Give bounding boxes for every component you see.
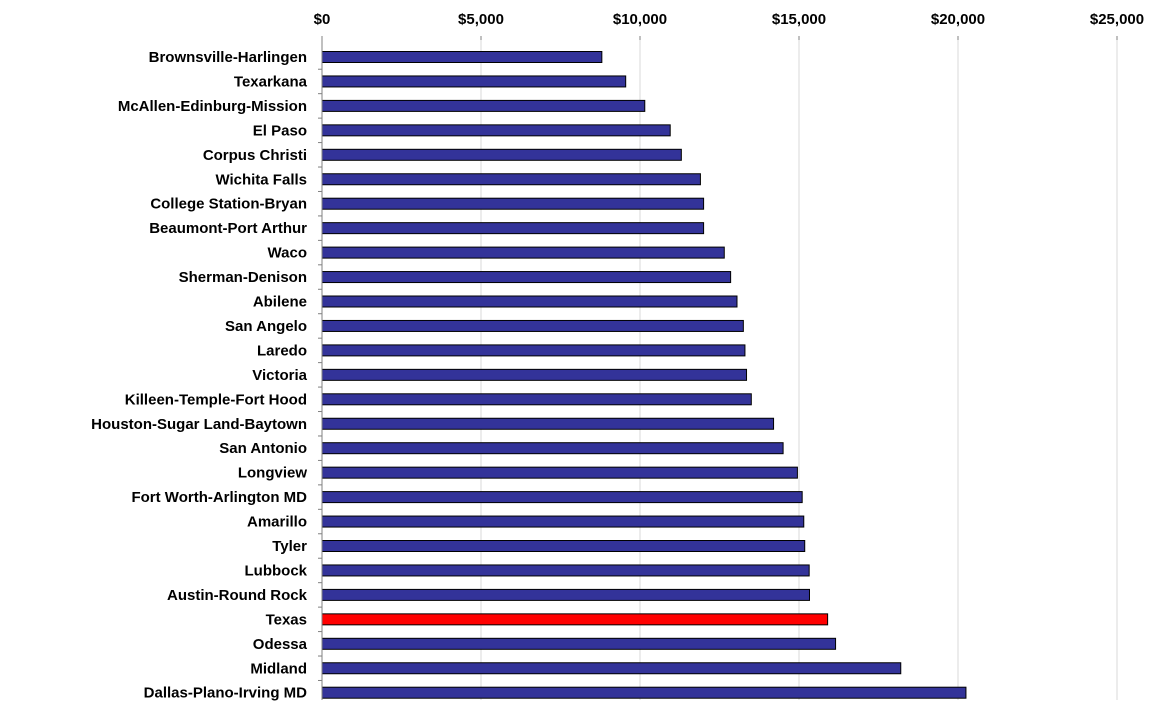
bar: [321, 686, 967, 699]
bar: [321, 222, 705, 235]
bar: [321, 417, 775, 430]
bar: [321, 466, 798, 479]
bar: [321, 393, 752, 406]
category-label: Waco: [268, 245, 307, 262]
category-label: El Paso: [253, 122, 307, 139]
bar: [321, 197, 705, 210]
category-label: Longview: [238, 465, 308, 482]
x-tick-label: $5,000: [458, 11, 504, 28]
bar: [321, 295, 738, 308]
x-tick-label: $25,000: [1090, 11, 1144, 28]
category-label: Fort Worth-Arlington MD: [131, 489, 307, 506]
category-label: Austin-Round Rock: [167, 587, 308, 604]
category-label: Abilene: [253, 294, 307, 311]
x-axis-ticks: $0 $5,000 $10,000 $15,000 $20,000 $25,000: [314, 11, 1144, 40]
bars: [321, 51, 967, 699]
bar: [321, 564, 810, 577]
category-label: Odessa: [253, 636, 308, 653]
bar: [321, 662, 902, 675]
bar: [321, 99, 646, 112]
category-label: Brownsville-Harlingen: [149, 49, 307, 66]
category-label: Wichita Falls: [215, 171, 307, 188]
bar: [321, 246, 725, 259]
bar: [321, 75, 627, 88]
bar: [321, 271, 732, 284]
category-label: Sherman-Denison: [179, 269, 307, 286]
bar: [321, 344, 746, 357]
bar: [321, 540, 806, 552]
category-label: College Station-Bryan: [150, 196, 307, 213]
category-label: Tyler: [272, 538, 307, 555]
category-label: Amarillo: [247, 514, 307, 531]
bar: [321, 51, 603, 63]
category-label: Beaumont-Port Arthur: [149, 220, 307, 237]
category-label: Lubbock: [245, 562, 308, 579]
bar: [321, 515, 805, 528]
category-label: Killeen-Temple-Fort Hood: [125, 391, 307, 408]
bar: [321, 173, 701, 186]
category-label: Dallas-Plano-Irving MD: [144, 685, 308, 702]
bar: [321, 588, 810, 601]
category-label: Laredo: [257, 342, 307, 359]
category-label: San Antonio: [219, 440, 307, 457]
x-tick-label: $20,000: [931, 11, 985, 28]
category-labels: Brownsville-Harlingen Texarkana McAllen-Ed…: [91, 49, 322, 702]
category-label: Victoria: [252, 367, 307, 384]
bar: [321, 368, 748, 381]
category-label: Texas: [266, 611, 307, 628]
bar: [321, 491, 803, 504]
bar-texas-highlight: [321, 613, 829, 626]
x-tick-label: $15,000: [772, 11, 826, 28]
bar: [321, 442, 784, 455]
bar: [321, 124, 671, 137]
x-tick-label: $10,000: [613, 11, 667, 28]
category-label: Texarkana: [234, 73, 308, 90]
x-tick-label: $0: [314, 11, 331, 28]
bar: [321, 148, 682, 161]
category-label: San Angelo: [225, 318, 307, 335]
bar: [321, 319, 744, 332]
category-label: Houston-Sugar Land-Baytown: [91, 416, 307, 433]
category-label: McAllen-Edinburg-Mission: [118, 98, 307, 115]
category-label: Midland: [250, 660, 307, 677]
bar: [321, 637, 837, 650]
category-label: Corpus Christi: [203, 147, 307, 164]
